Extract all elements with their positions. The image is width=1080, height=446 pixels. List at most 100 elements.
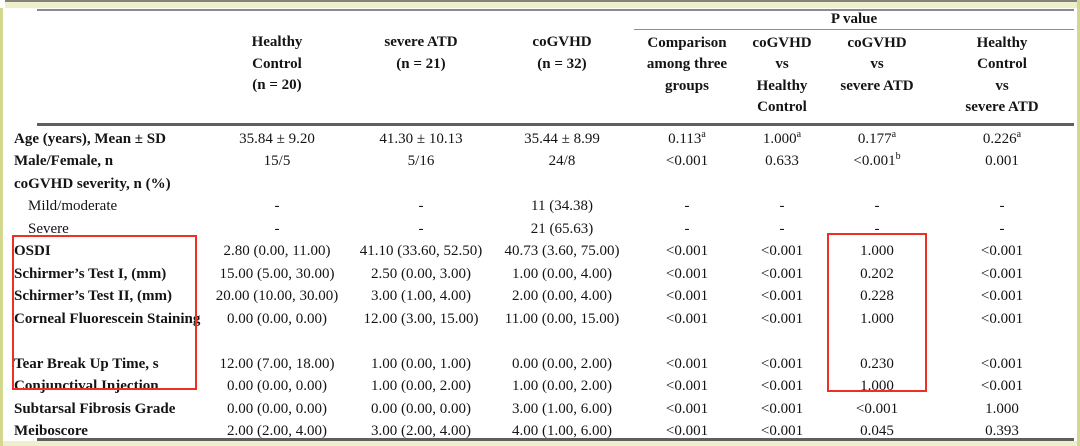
value-cell: <0.001	[760, 265, 804, 282]
value-cell: <0.001	[980, 265, 1024, 282]
value-cell: <0.001	[665, 153, 709, 169]
value-cell: -	[684, 220, 690, 237]
value-cell: 12.00 (7.00, 18.00)	[219, 355, 335, 372]
value-cell: 0.226a	[982, 128, 1022, 147]
table-row: Subtarsal Fibrosis Grade 0.00 (0.00, 0.00…	[10, 398, 1074, 421]
value-cell: 35.84 ± 9.20	[239, 130, 315, 147]
value-cell: <0.001	[760, 400, 804, 417]
value-cell: <0.001	[760, 310, 804, 327]
value-cell: <0.001b	[853, 151, 901, 170]
row-label: Schirmer’s Test II, (mm)	[14, 288, 173, 304]
value-cell: 0.045	[860, 423, 894, 439]
value-cell: -	[999, 198, 1005, 214]
bottom-edge-band	[3, 441, 1077, 446]
value-cell: 21 (65.63)	[530, 220, 594, 237]
table-top-rule	[37, 9, 1074, 11]
value-cell: 2.50 (0.00, 3.00)	[371, 265, 471, 282]
value-cell: -	[274, 198, 280, 214]
row-label: Subtarsal Fibrosis Grade	[14, 400, 176, 417]
value-cell: -	[274, 220, 280, 237]
value-cell: <0.001	[855, 400, 899, 417]
value-cell: 1.00 (0.00, 2.00)	[512, 378, 612, 394]
value-cell: 0.113a	[668, 128, 706, 147]
value-cell: -	[874, 220, 880, 237]
top-edge-band	[5, 0, 1080, 8]
value-cell: 41.10 (33.60, 52.50)	[359, 243, 483, 259]
table-row: Schirmer’s Test II, (mm) 20.00 (10.00, 30…	[10, 285, 1074, 308]
left-edge-strip	[0, 8, 3, 446]
value-cell: <0.001	[760, 288, 804, 304]
col-header-cogvhd-vs-severe-atd: coGVHD vs severe ATD	[840, 34, 914, 94]
row-label: Mild/moderate	[28, 198, 118, 214]
value-cell: 40.73 (3.60, 75.00)	[504, 243, 620, 259]
value-cell: 0.00 (0.00, 0.00)	[227, 378, 327, 394]
value-cell: 1.000	[860, 310, 894, 327]
value-cell	[202, 173, 352, 196]
value-cell: -	[999, 220, 1005, 237]
value-cell: 0.633	[765, 153, 799, 169]
group-header-row: Healthy Control (n = 20) severe ATD (n =…	[10, 29, 1074, 128]
value-cell: <0.001	[665, 400, 709, 417]
value-cell: <0.001	[760, 423, 804, 439]
table-row: Age (years), Mean ± SD 35.84 ± 9.20 41.30 …	[10, 128, 1074, 151]
value-cell: <0.001	[760, 243, 804, 259]
value-cell: 15.00 (5.00, 30.00)	[219, 265, 335, 282]
table-row: Conjunctival Injection 0.00 (0.00, 0.00) 1…	[10, 375, 1074, 398]
table-bottom-rule	[37, 438, 1074, 441]
value-cell: 0.228	[860, 288, 894, 304]
value-cell	[740, 173, 824, 196]
value-cell: <0.001	[665, 378, 709, 394]
value-cell: 35.44 ± 8.99	[524, 130, 600, 147]
row-label: Tear Break Up Time, s	[14, 355, 159, 372]
value-cell: 4.00 (1.00, 6.00)	[512, 423, 612, 439]
value-cell: -	[779, 220, 785, 237]
table-row: Corneal Fluorescein Staining 0.00 (0.00, …	[10, 308, 1074, 353]
col-header-healthy-control: Healthy Control (n = 20)	[251, 34, 303, 93]
footnote-marker: a	[891, 128, 897, 140]
value-cell: 0.00 (0.00, 0.00)	[371, 400, 471, 417]
value-cell: 24/8	[548, 153, 576, 169]
row-label: coGVHD severity, n (%)	[14, 175, 171, 192]
value-cell: -	[874, 198, 880, 214]
value-cell: 1.00 (0.00, 2.00)	[371, 378, 471, 394]
value-cell: 2.00 (2.00, 4.00)	[227, 423, 327, 439]
value-cell: <0.001	[665, 288, 709, 304]
col-header-cogvhd: coGVHD (n = 32)	[532, 34, 592, 72]
value-cell: 0.177a	[857, 128, 897, 147]
value-cell	[352, 173, 490, 196]
value-cell: 0.00 (0.00, 0.00)	[227, 400, 327, 417]
table-row: Meiboscore 2.00 (2.00, 4.00) 3.00 (2.00, 4…	[10, 420, 1074, 443]
row-label-header	[10, 29, 202, 128]
col-header-severe-atd: severe ATD (n = 21)	[384, 34, 458, 72]
value-cell	[930, 173, 1074, 196]
value-cell: <0.001	[980, 243, 1024, 259]
value-cell: -	[779, 198, 785, 214]
footnote-marker: a	[701, 128, 706, 140]
row-label: Schirmer’s Test I, (mm)	[14, 265, 167, 282]
value-cell: 0.230	[860, 355, 894, 372]
row-label: OSDI	[14, 243, 51, 259]
table-header-rule	[37, 123, 1074, 126]
comparison-table: P value Healthy Control (n = 20) severe …	[10, 11, 1075, 443]
table-row: Mild/moderate - - 11 (34.38) - - - -	[10, 195, 1074, 218]
value-cell: 0.00 (0.00, 2.00)	[512, 355, 612, 372]
value-cell: 20.00 (10.00, 30.00)	[215, 288, 339, 304]
value-cell: 1.000	[985, 400, 1019, 417]
table-body: Age (years), Mean ± SD 35.84 ± 9.20 41.30 …	[10, 128, 1074, 443]
value-cell: -	[418, 198, 424, 214]
value-cell: <0.001	[760, 355, 804, 372]
highlight-box-row-labels	[12, 235, 197, 390]
value-cell: <0.001	[665, 423, 709, 439]
value-cell: 2.00 (0.00, 4.00)	[512, 288, 612, 304]
value-cell: 0.393	[985, 423, 1019, 439]
value-cell: 1.00 (0.00, 1.00)	[371, 355, 471, 372]
value-cell: 11 (34.38)	[531, 198, 593, 214]
value-cell: <0.001	[665, 243, 709, 259]
value-cell: <0.001	[665, 355, 709, 372]
table-row: Severe - - 21 (65.63) - - - -	[10, 218, 1074, 241]
table-row: OSDI 2.80 (0.00, 11.00) 41.10 (33.60, 52.5…	[10, 240, 1074, 263]
table-row: Schirmer’s Test I, (mm) 15.00 (5.00, 30.0…	[10, 263, 1074, 286]
value-cell: 3.00 (1.00, 4.00)	[371, 288, 471, 304]
value-cell	[824, 173, 930, 196]
